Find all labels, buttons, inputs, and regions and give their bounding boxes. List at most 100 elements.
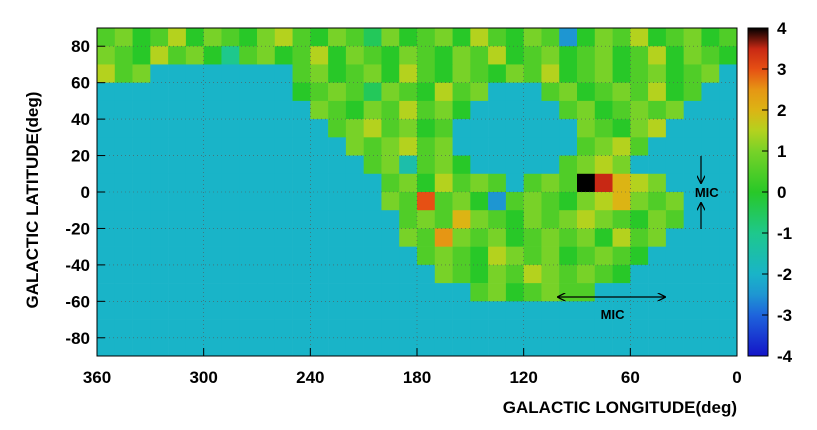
cell bbox=[719, 155, 738, 175]
cell bbox=[310, 192, 329, 211]
cell bbox=[239, 283, 258, 302]
cell bbox=[612, 155, 631, 175]
cell bbox=[577, 264, 596, 284]
cell bbox=[132, 319, 151, 339]
cell bbox=[594, 155, 613, 175]
cell bbox=[417, 119, 436, 138]
cell bbox=[310, 246, 329, 266]
cell bbox=[274, 137, 293, 156]
cell bbox=[114, 264, 133, 284]
cell bbox=[292, 82, 311, 102]
cell bbox=[559, 155, 578, 175]
cell bbox=[594, 192, 613, 211]
cell bbox=[559, 119, 578, 138]
cell bbox=[488, 301, 507, 320]
cell bbox=[274, 82, 293, 102]
cell bbox=[434, 119, 453, 138]
cell bbox=[648, 228, 667, 247]
cell bbox=[505, 119, 524, 138]
cell bbox=[701, 246, 720, 266]
cell bbox=[185, 155, 204, 175]
cell bbox=[399, 319, 418, 339]
cell bbox=[648, 264, 667, 284]
cell bbox=[221, 100, 240, 120]
cell bbox=[612, 192, 631, 211]
cell bbox=[612, 64, 631, 83]
cell bbox=[310, 82, 329, 102]
cell bbox=[470, 246, 489, 266]
cell bbox=[310, 319, 329, 339]
cell bbox=[399, 210, 418, 229]
cell bbox=[523, 28, 542, 47]
cell bbox=[114, 192, 133, 211]
cell bbox=[132, 46, 151, 65]
cell bbox=[239, 82, 258, 102]
cell bbox=[150, 192, 169, 211]
cell bbox=[221, 264, 240, 284]
cell bbox=[185, 319, 204, 339]
cell bbox=[719, 283, 738, 302]
cell bbox=[434, 46, 453, 65]
cell bbox=[577, 173, 596, 193]
cell bbox=[452, 192, 471, 211]
cell bbox=[648, 301, 667, 320]
cell bbox=[150, 82, 169, 102]
cell bbox=[328, 173, 347, 193]
cell bbox=[577, 192, 596, 211]
cell bbox=[541, 100, 560, 120]
cell bbox=[559, 46, 578, 65]
cell bbox=[274, 28, 293, 47]
cell bbox=[665, 337, 684, 357]
cell bbox=[648, 246, 667, 266]
cell bbox=[363, 283, 382, 302]
cell bbox=[577, 155, 596, 175]
cell bbox=[97, 337, 116, 357]
cell bbox=[363, 192, 382, 211]
cell bbox=[203, 301, 222, 320]
cell bbox=[648, 337, 667, 357]
x-tick-label: 120 bbox=[509, 368, 537, 387]
cell bbox=[345, 228, 364, 247]
cell bbox=[594, 337, 613, 357]
cell bbox=[665, 173, 684, 193]
cell bbox=[292, 100, 311, 120]
cell bbox=[541, 64, 560, 83]
cell bbox=[310, 337, 329, 357]
cell bbox=[363, 82, 382, 102]
cell bbox=[363, 264, 382, 284]
cell bbox=[292, 173, 311, 193]
cell bbox=[719, 137, 738, 156]
cell bbox=[221, 28, 240, 47]
cell bbox=[221, 228, 240, 247]
cell bbox=[417, 301, 436, 320]
cell bbox=[665, 319, 684, 339]
cell bbox=[488, 119, 507, 138]
cell bbox=[417, 319, 436, 339]
cell bbox=[257, 228, 276, 247]
cell bbox=[168, 173, 187, 193]
cell bbox=[114, 173, 133, 193]
cell bbox=[541, 264, 560, 284]
cell bbox=[381, 82, 400, 102]
cell bbox=[488, 155, 507, 175]
cell bbox=[274, 192, 293, 211]
cell bbox=[683, 137, 702, 156]
cell bbox=[292, 137, 311, 156]
cell bbox=[541, 283, 560, 302]
cell bbox=[381, 155, 400, 175]
cell bbox=[505, 100, 524, 120]
cell bbox=[97, 264, 116, 284]
cell bbox=[719, 173, 738, 193]
cell bbox=[150, 301, 169, 320]
cell bbox=[523, 173, 542, 193]
cell bbox=[648, 192, 667, 211]
cell bbox=[97, 319, 116, 339]
cell bbox=[719, 100, 738, 120]
cell bbox=[132, 210, 151, 229]
cell bbox=[97, 64, 116, 83]
cell bbox=[132, 246, 151, 266]
cell bbox=[523, 119, 542, 138]
cell bbox=[114, 301, 133, 320]
cell bbox=[701, 283, 720, 302]
